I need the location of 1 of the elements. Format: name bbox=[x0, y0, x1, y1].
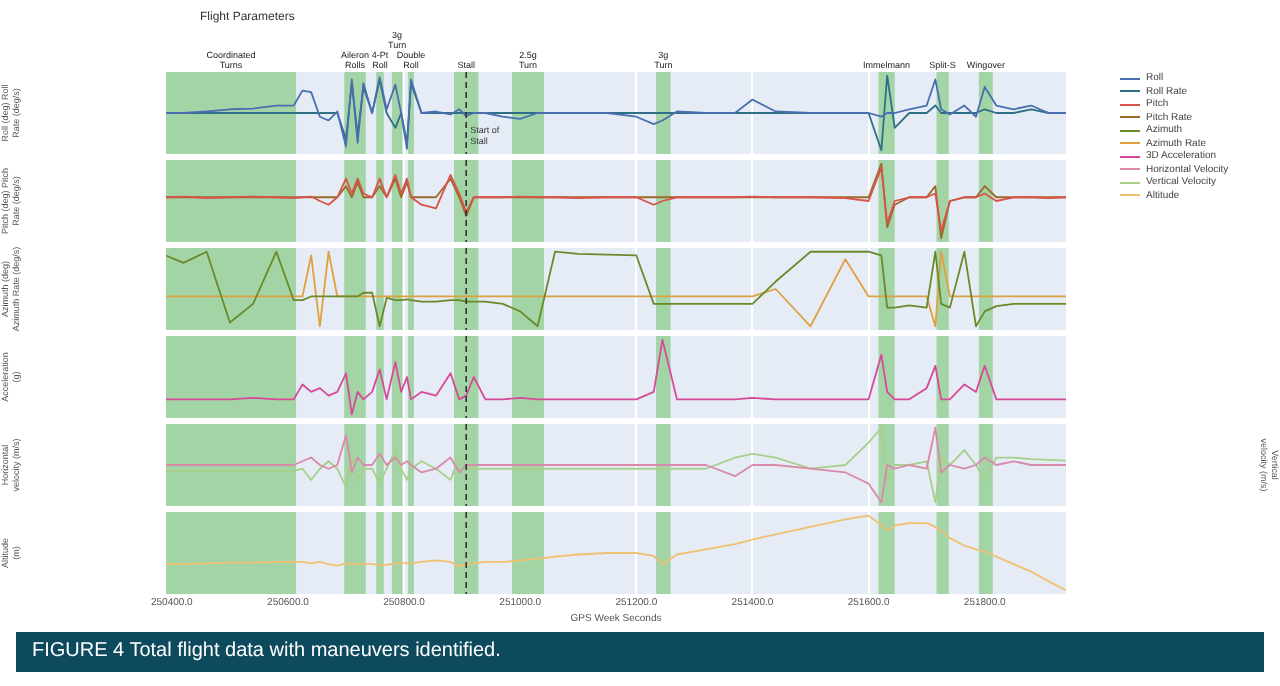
caption: FIGURE 4 Total flight data with maneuvers identified. bbox=[16, 632, 1264, 672]
